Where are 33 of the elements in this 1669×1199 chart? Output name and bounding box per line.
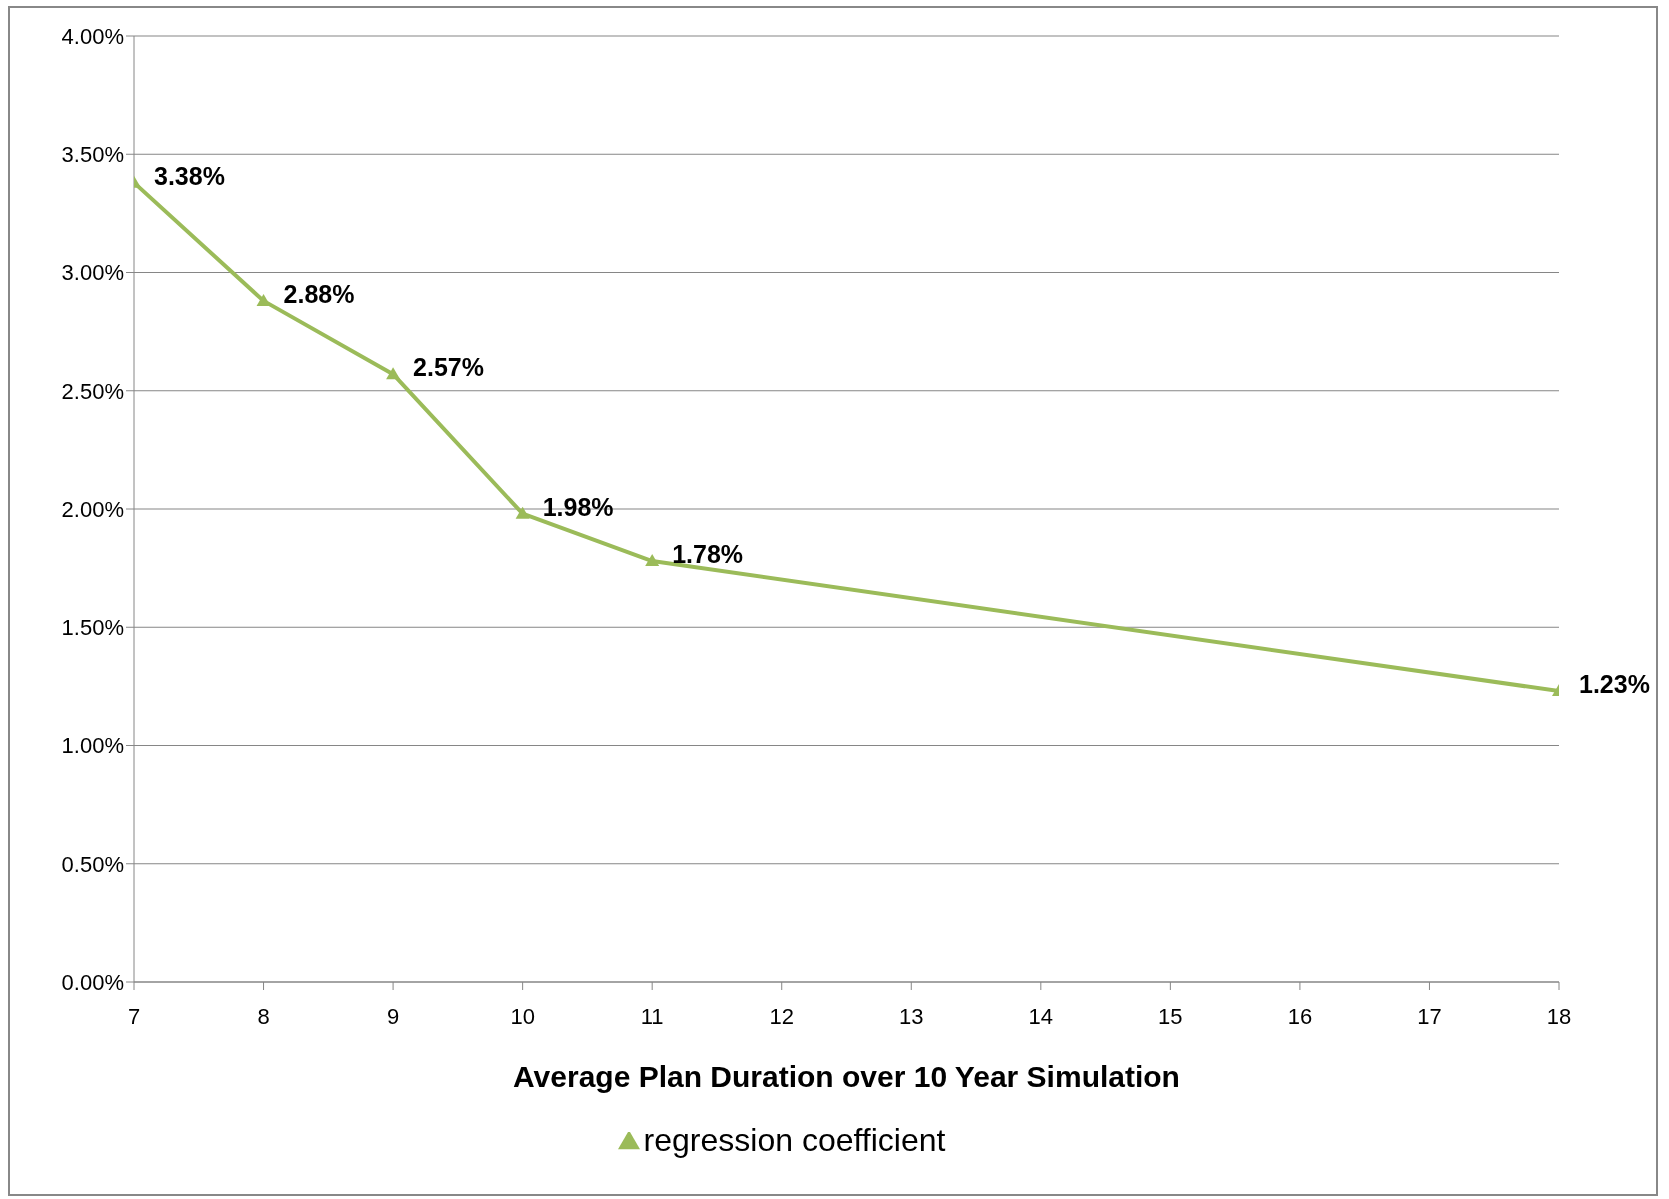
y-tick-label: 2.00% (61, 496, 124, 522)
data-label: 3.38% (154, 161, 225, 190)
x-tick-label: 12 (769, 1003, 794, 1029)
y-tick-label: 0.00% (61, 969, 124, 995)
x-tick-label: 9 (386, 1003, 400, 1029)
y-tick-label: 3.50% (61, 142, 124, 168)
point (386, 367, 401, 380)
y-tick-label: 1.00% (61, 733, 124, 759)
y-tick-label: 1.50% (61, 615, 124, 641)
x-tick-label: 18 (1546, 1003, 1572, 1029)
data-label: 1.23% (1579, 670, 1650, 699)
y-tick-label: 4.00% (61, 23, 124, 49)
x-tick-label: 14 (1028, 1003, 1054, 1029)
point (515, 506, 530, 519)
y-tick-label: 3.00% (61, 260, 124, 286)
legend-label: regression coefficient (643, 1122, 946, 1158)
x-tick-label: 10 (510, 1003, 535, 1029)
data-label: 2.88% (283, 279, 355, 308)
point (645, 554, 660, 567)
x-tick-label: 16 (1287, 1003, 1313, 1029)
x-tick-label: 8 (257, 1003, 270, 1029)
x-tick-label: 7 (127, 1003, 141, 1029)
x-tick-label: 17 (1417, 1003, 1442, 1029)
x-axis-title: Average Plan Duration over 10 Year Simulation (513, 1060, 1180, 1094)
x-tick-label: 11 (640, 1003, 664, 1029)
y-tick-label: 2.50% (61, 378, 124, 404)
x-tick-label: 13 (899, 1003, 924, 1029)
point (256, 293, 271, 306)
data-label: 1.98% (542, 492, 614, 521)
y-tick-label: 0.50% (61, 851, 124, 877)
x-tick-label: 15 (1158, 1003, 1183, 1029)
data-label: 2.57% (413, 353, 484, 382)
data-label: 1.78% (672, 540, 744, 569)
